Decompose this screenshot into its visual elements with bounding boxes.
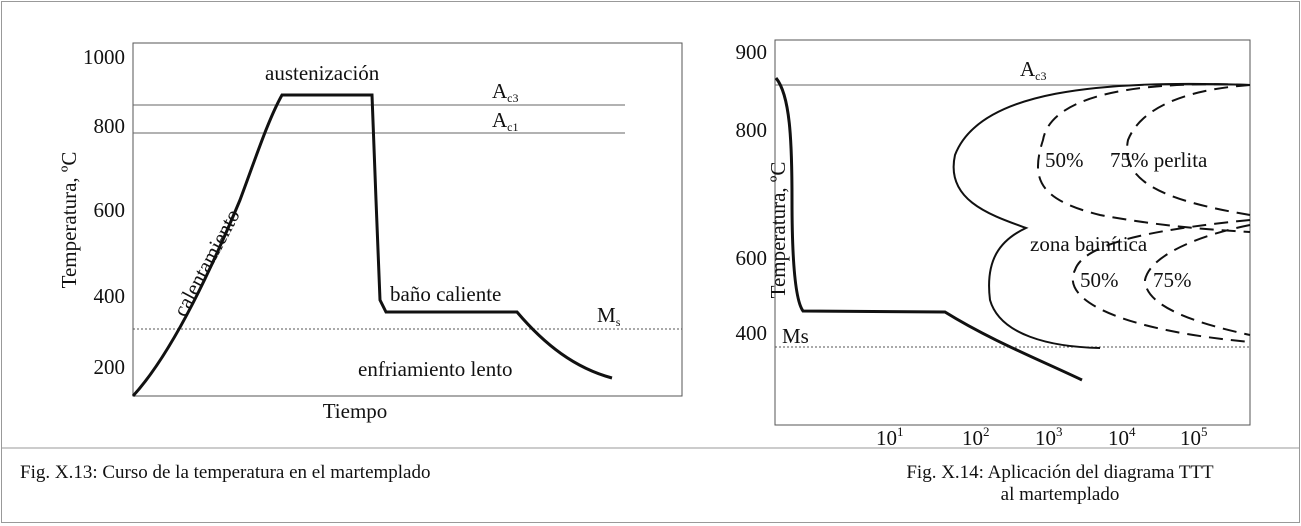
temperature-curve xyxy=(131,93,613,398)
y-tick-label: 400 xyxy=(94,284,126,308)
subscript: c1 xyxy=(507,120,518,134)
y-tick-label: 600 xyxy=(736,246,768,270)
cooling-curve xyxy=(774,77,1083,382)
ac3-label: Ac3 xyxy=(492,79,519,105)
y-axis-label: Temperatura, ºC xyxy=(57,152,81,289)
label: A xyxy=(492,108,508,132)
base: 10 xyxy=(1180,426,1201,450)
caption: Fig. X.14: Aplicación del diagrama TTT a… xyxy=(906,462,1214,505)
label: M xyxy=(597,303,616,327)
label: A xyxy=(1020,57,1036,81)
curve-50 xyxy=(1036,83,1251,233)
subscript: s xyxy=(616,315,621,329)
curve-75 xyxy=(1126,84,1251,216)
dashed-curves xyxy=(1036,83,1251,343)
x-axis-label: Tiempo xyxy=(323,399,388,423)
subscript: c3 xyxy=(507,91,518,105)
plot-frame xyxy=(774,39,1251,426)
y-tick-label: 900 xyxy=(736,40,768,64)
label: A xyxy=(492,79,508,103)
ms-label: Ms xyxy=(597,303,621,329)
plot-frame xyxy=(132,42,683,397)
annotation: austenización xyxy=(265,61,380,85)
base: 10 xyxy=(962,426,983,450)
ac3-label: Ac3 xyxy=(1020,57,1047,83)
y-tick-label: 1000 xyxy=(83,45,125,69)
annotation: 50% xyxy=(1045,148,1084,172)
exponent: 2 xyxy=(983,424,990,439)
annotation: 75% perlita xyxy=(1110,148,1208,172)
annotation: calentamiento xyxy=(168,205,244,320)
annotation: zona bainítica xyxy=(1030,232,1148,256)
y-tick-label: 800 xyxy=(94,114,126,138)
annotation: 50% xyxy=(1080,268,1119,292)
x-tick-label: 105 xyxy=(1180,424,1208,450)
ms-label: Ms xyxy=(782,324,809,348)
caption: Fig. X.13: Curso de la temperatura en el… xyxy=(20,462,431,483)
y-axis-label: Temperatura, ºC xyxy=(766,162,790,299)
base: 10 xyxy=(876,426,897,450)
curve-b50 xyxy=(1071,219,1251,343)
x-tick-label: 103 xyxy=(1035,424,1063,450)
y-tick-label: 600 xyxy=(94,198,126,222)
annotation: baño caliente xyxy=(390,282,501,306)
y-tick-label: 800 xyxy=(736,118,768,142)
y-tick-label: 400 xyxy=(736,321,768,345)
base: 10 xyxy=(1035,426,1056,450)
x-tick-label: 104 xyxy=(1108,424,1136,450)
annotation: 75% xyxy=(1153,268,1192,292)
annotation: enfriamiento lento xyxy=(358,357,513,381)
base: 10 xyxy=(1108,426,1129,450)
x-tick-label: 102 xyxy=(962,424,990,450)
exponent: 1 xyxy=(897,424,904,439)
x-tick-label: 101 xyxy=(876,424,904,450)
start-curve xyxy=(952,82,1251,349)
exponent: 5 xyxy=(1201,424,1208,439)
exponent: 4 xyxy=(1129,424,1136,439)
ac1-label: Ac1 xyxy=(492,108,519,134)
exponent: 3 xyxy=(1056,424,1063,439)
curve-b75 xyxy=(1143,224,1251,336)
subscript: c3 xyxy=(1035,69,1046,83)
y-tick-label: 200 xyxy=(94,355,126,379)
